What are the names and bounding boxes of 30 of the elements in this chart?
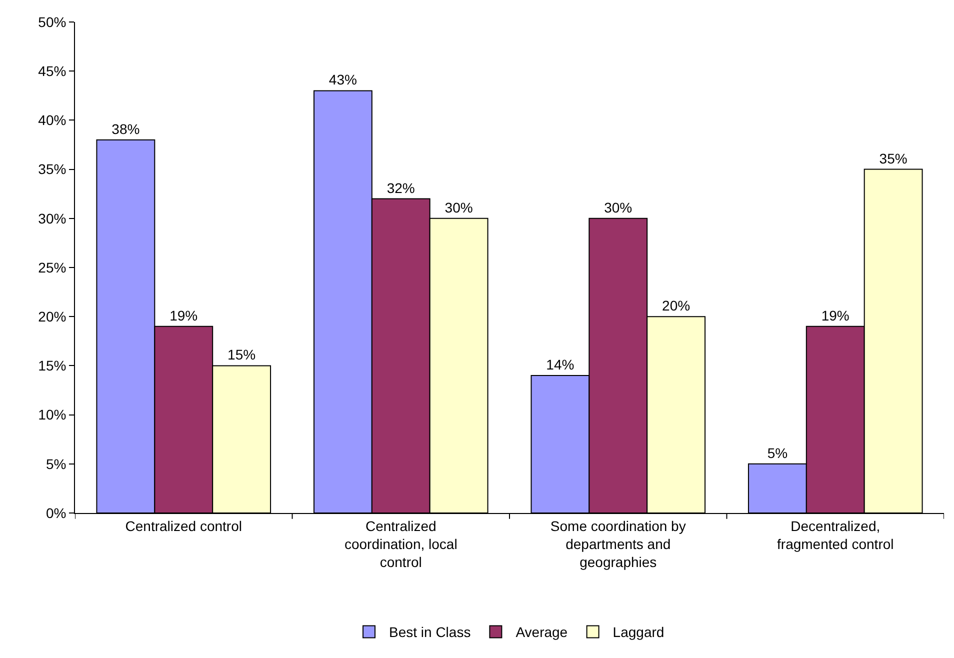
y-tick-label: 0% bbox=[46, 504, 66, 521]
y-tick-label: 25% bbox=[38, 259, 66, 276]
data-label: 30% bbox=[604, 199, 632, 216]
y-tick-label: 5% bbox=[46, 456, 66, 472]
legend-label: Laggard bbox=[612, 624, 664, 640]
data-label: 43% bbox=[328, 72, 357, 88]
data-label: 14% bbox=[546, 356, 574, 373]
data-label: 20% bbox=[662, 298, 690, 314]
y-tick-label: 40% bbox=[38, 112, 66, 128]
y-tick-label: 50% bbox=[38, 14, 66, 30]
y-tick-label: 45% bbox=[38, 63, 66, 79]
data-label: 32% bbox=[386, 180, 415, 196]
y-tick-label: 35% bbox=[38, 161, 66, 178]
y-tick-label: 20% bbox=[38, 308, 66, 324]
legend-label: Best in Class bbox=[389, 624, 471, 640]
data-label: 5% bbox=[767, 444, 788, 461]
x-tick-label: Decentralized, fragmented control bbox=[777, 518, 894, 552]
data-label: 15% bbox=[228, 346, 256, 363]
x-tick-label: Centralized coordination, local control bbox=[344, 518, 458, 570]
y-tick-label: 30% bbox=[38, 210, 66, 226]
data-label: 19% bbox=[170, 307, 198, 324]
data-label: 38% bbox=[112, 120, 140, 137]
legend-label: Average bbox=[516, 624, 568, 640]
x-tick-label: Some coordination by departments and geographies bbox=[550, 518, 686, 570]
data-label: 35% bbox=[879, 150, 908, 166]
data-label: 30% bbox=[444, 199, 473, 216]
x-tick-label: Centralized control bbox=[125, 518, 242, 534]
y-tick-label: 10% bbox=[38, 406, 66, 423]
y-tick-label: 15% bbox=[38, 358, 66, 374]
data-label: 19% bbox=[821, 307, 850, 324]
